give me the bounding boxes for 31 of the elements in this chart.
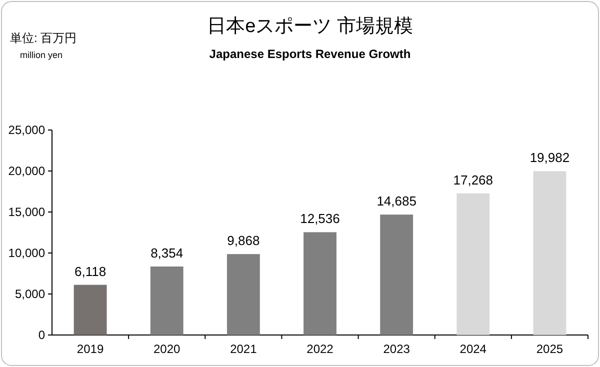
bar bbox=[380, 214, 414, 335]
x-tick-label: 2025 bbox=[536, 342, 564, 356]
y-tick-label: 0 bbox=[38, 328, 46, 342]
bar bbox=[74, 284, 107, 335]
x-tick-label: 2021 bbox=[230, 342, 258, 356]
chart-title: 日本eスポーツ 市場規模 bbox=[207, 15, 413, 37]
data-label: 9,868 bbox=[227, 233, 260, 248]
text: 単位: 百万円 bbox=[10, 31, 77, 45]
x-tick-label: 2020 bbox=[154, 342, 181, 356]
data-label: 14,685 bbox=[376, 194, 416, 209]
bar bbox=[150, 266, 184, 335]
y-tick-label: 25,000 bbox=[8, 123, 46, 137]
bar bbox=[533, 171, 566, 335]
bar bbox=[226, 254, 260, 335]
y-tick-label: 5,000 bbox=[14, 287, 46, 301]
x-tick-label: 2022 bbox=[306, 342, 334, 356]
y-tick-label: 10,000 bbox=[8, 246, 46, 260]
x-tick-label: 2023 bbox=[383, 342, 410, 356]
data-label: 19,982 bbox=[530, 150, 570, 166]
y-tick-label: 20,000 bbox=[8, 164, 46, 178]
data-label: 12,536 bbox=[300, 211, 340, 226]
data-label: 8,354 bbox=[150, 245, 184, 260]
y-tick-label: 15,000 bbox=[8, 205, 46, 219]
data-label: 17,268 bbox=[453, 172, 494, 188]
chart-subtitle: Japanese Esports Revenue Growth bbox=[209, 47, 411, 61]
bar bbox=[456, 193, 490, 335]
data-label: 6,118 bbox=[74, 264, 106, 279]
text: million yen bbox=[20, 50, 63, 60]
x-tick-label: 2024 bbox=[460, 342, 487, 356]
x-tick-label: 2019 bbox=[76, 342, 104, 356]
bar bbox=[304, 232, 336, 335]
